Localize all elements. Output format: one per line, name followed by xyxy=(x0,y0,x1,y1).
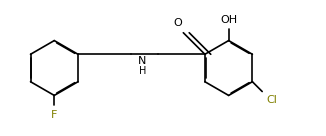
Text: H: H xyxy=(139,66,146,76)
Text: N: N xyxy=(138,56,147,66)
Text: OH: OH xyxy=(220,15,237,25)
Text: O: O xyxy=(173,18,182,28)
Text: Cl: Cl xyxy=(266,95,277,105)
Text: F: F xyxy=(51,110,57,120)
